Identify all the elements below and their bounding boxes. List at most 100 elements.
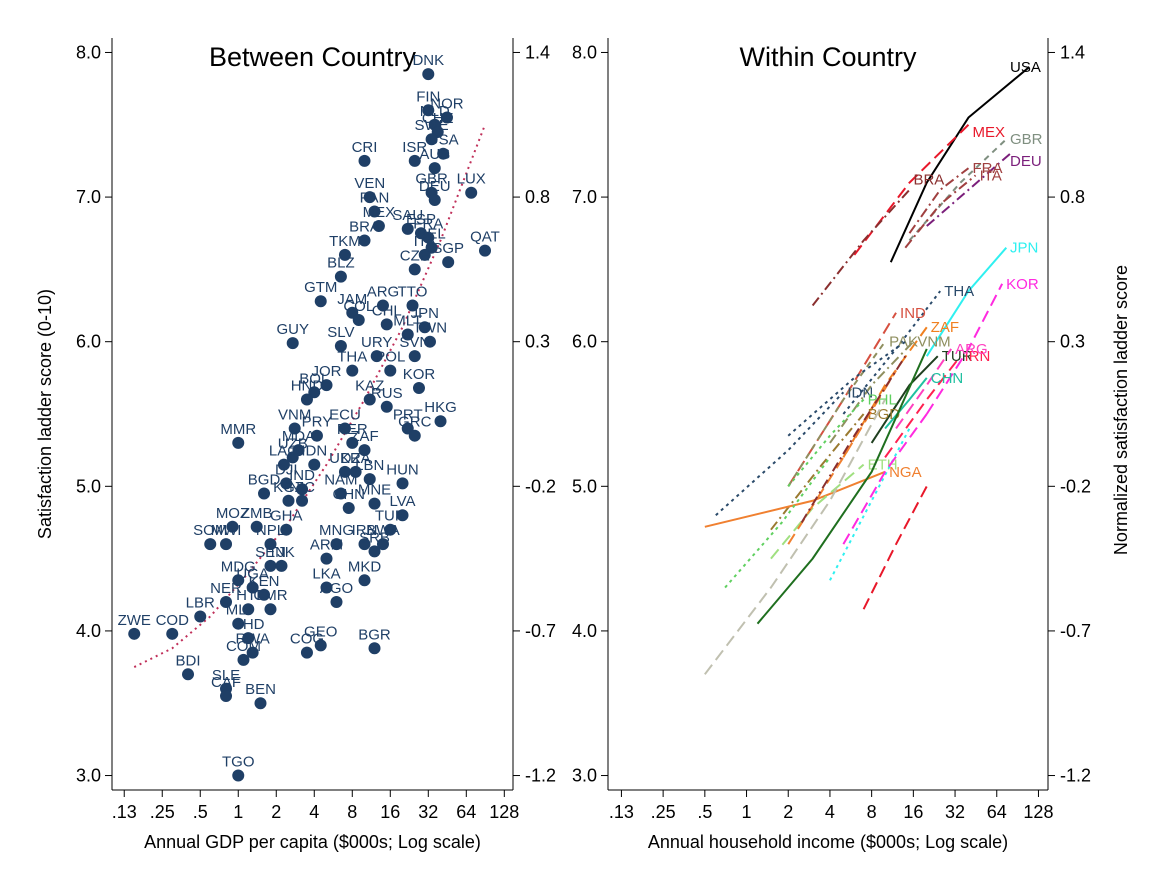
data-point <box>166 627 179 640</box>
series-line <box>853 124 970 256</box>
x-tick-label: 16 <box>380 802 400 822</box>
x-tick-label: 8 <box>347 802 357 822</box>
data-point <box>320 581 333 594</box>
data-point <box>258 487 271 500</box>
data-point <box>334 340 347 353</box>
data-point <box>358 234 371 247</box>
point-label: MOZ <box>216 505 249 522</box>
point-label: MMR <box>220 421 256 438</box>
x-tick-label: 64 <box>456 802 476 822</box>
series-line <box>787 312 897 487</box>
data-point <box>310 429 323 442</box>
data-point <box>320 379 333 392</box>
data-point <box>264 603 277 616</box>
data-point <box>346 364 359 377</box>
data-point <box>422 104 435 117</box>
x-tick-label: 128 <box>489 802 519 822</box>
point-label: HTI <box>236 587 260 604</box>
point-label: NIC <box>289 479 315 496</box>
data-point <box>254 697 267 710</box>
point-label: CZE <box>400 247 430 264</box>
y2-tick-label: 0.8 <box>525 187 550 207</box>
y2-tick-label: -0.2 <box>1060 476 1091 496</box>
x-tick-label: 16 <box>903 802 923 822</box>
y2-tick-label: -0.2 <box>525 476 556 496</box>
point-label: RWA <box>236 631 270 648</box>
point-label: QAT <box>470 229 500 246</box>
point-label: HKG <box>424 399 457 416</box>
y2-tick-label: -0.7 <box>1060 621 1091 641</box>
point-label: AUS <box>419 146 450 163</box>
data-point <box>408 263 421 276</box>
data-point <box>288 422 301 435</box>
point-label: TTO <box>398 284 428 301</box>
chart-title: Within Country <box>739 42 917 72</box>
data-point <box>300 393 313 406</box>
point-label: AGO <box>320 580 353 597</box>
data-point <box>406 299 419 312</box>
series-line <box>787 398 865 487</box>
point-label: MNE <box>358 482 391 499</box>
y-tick-label: 3.0 <box>76 766 101 786</box>
point-label: VNM <box>278 406 311 423</box>
series-label: ARG <box>955 341 988 358</box>
data-point <box>232 769 245 782</box>
point-label: THA <box>337 349 367 366</box>
data-point <box>478 244 491 257</box>
y2-tick-label: -1.2 <box>525 766 556 786</box>
point-label: NAM <box>324 472 357 489</box>
data-point <box>300 646 313 659</box>
point-label: LAO <box>269 443 299 460</box>
data-point <box>380 318 393 331</box>
point-label: SGP <box>432 240 464 257</box>
point-label: COM <box>226 638 261 655</box>
data-point <box>380 400 393 413</box>
data-point <box>363 473 376 486</box>
point-label: ITA <box>414 233 436 250</box>
data-point <box>358 574 371 587</box>
point-label: MWI <box>211 522 242 539</box>
point-label: CMR <box>253 587 287 604</box>
point-label: GBR <box>415 171 448 188</box>
data-point <box>280 477 293 490</box>
series-line <box>787 341 886 487</box>
point-label: ARG <box>367 284 400 301</box>
series-line <box>884 355 962 458</box>
point-label: IRN <box>352 522 378 539</box>
x-tick-label: 4 <box>825 802 835 822</box>
y-tick-label: 6.0 <box>76 332 101 352</box>
data-point <box>418 321 431 334</box>
data-point <box>376 538 389 551</box>
y2-axis-title: Normalized satisfaction ladder score <box>1111 265 1131 555</box>
data-point <box>440 111 453 124</box>
data-point <box>296 483 309 496</box>
series-label: MEX <box>972 124 1005 141</box>
data-point <box>384 364 397 377</box>
series-line <box>800 355 907 523</box>
data-point <box>338 248 351 261</box>
y-tick-label: 5.0 <box>572 476 597 496</box>
point-label: CAF <box>211 674 241 691</box>
x-tick-label: .25 <box>651 802 676 822</box>
y-tick-label: 4.0 <box>76 621 101 641</box>
series-label: GBR <box>1010 131 1043 148</box>
x-tick-label: 2 <box>783 802 793 822</box>
point-label: LKA <box>312 566 340 583</box>
series-label: KOR <box>1006 276 1039 293</box>
data-point <box>412 381 425 394</box>
point-label: BOL <box>299 370 329 387</box>
data-point <box>264 538 277 551</box>
data-point <box>358 154 371 167</box>
data-point <box>286 337 299 350</box>
series-line <box>704 470 886 528</box>
data-point <box>428 162 441 175</box>
y-tick-label: 7.0 <box>76 187 101 207</box>
data-point <box>368 545 381 558</box>
data-point <box>220 596 233 608</box>
data-point <box>182 668 195 681</box>
series-label: THA <box>944 283 974 300</box>
data-point <box>242 632 255 645</box>
point-label: PAN <box>360 190 390 207</box>
point-label: TJK <box>268 544 295 561</box>
